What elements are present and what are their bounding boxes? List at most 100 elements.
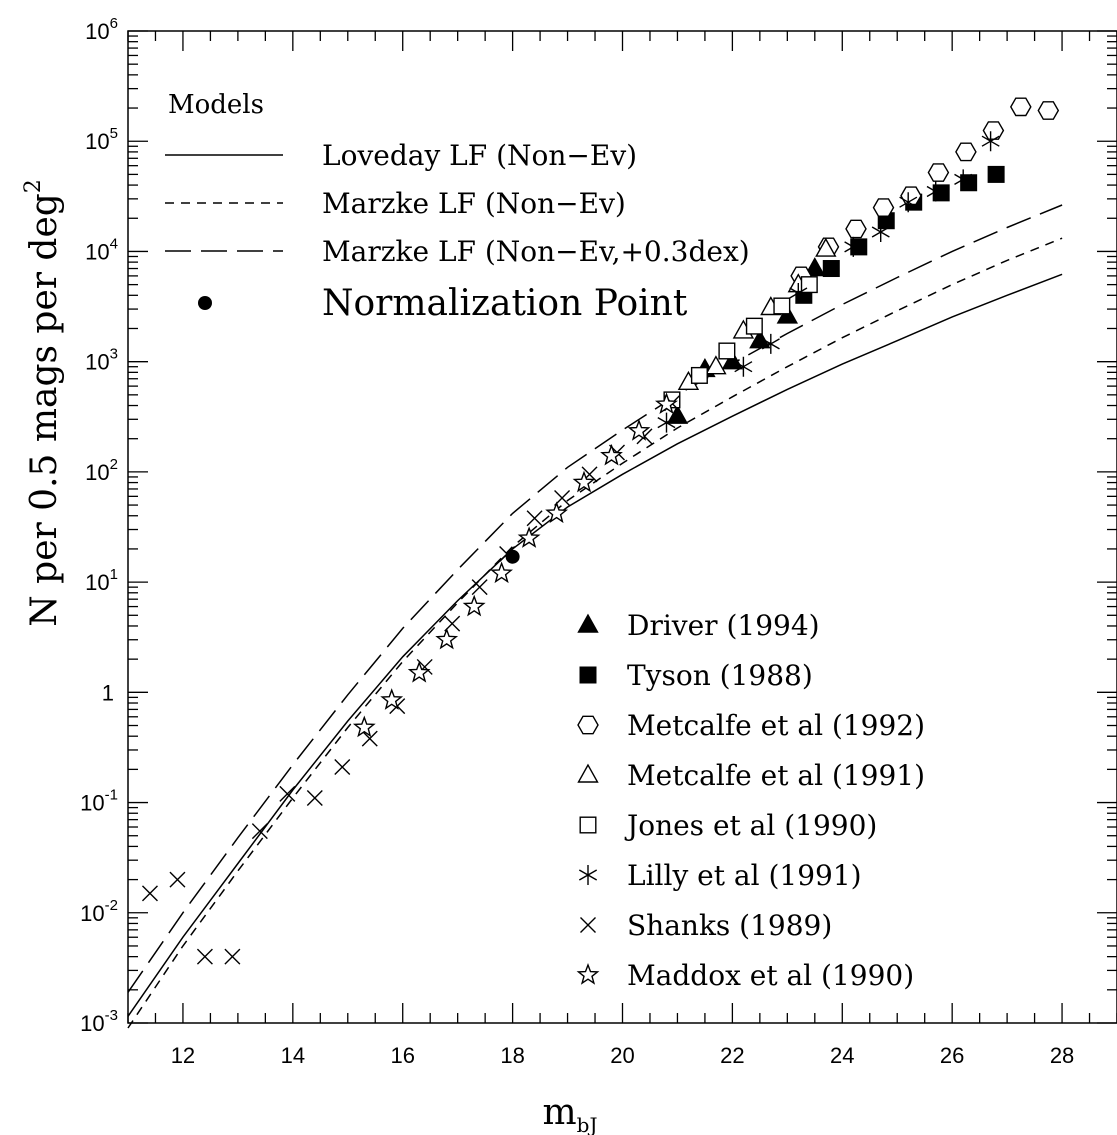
x-tick-label: 28 xyxy=(1050,1043,1074,1068)
y-tick-base: 10 xyxy=(85,570,109,595)
point-lilly-et-al-1991 xyxy=(981,131,1000,152)
model-curve-1 xyxy=(127,273,1063,1017)
x-axis-label-main: m xyxy=(543,1092,577,1133)
data-legend-marker xyxy=(577,613,599,633)
y-tick-exp: 1 xyxy=(110,566,118,583)
data-legend-label: Shanks (1989) xyxy=(627,909,832,942)
point-shanks-1989 xyxy=(361,730,378,747)
y-tick-label: 10-1 xyxy=(80,787,118,816)
models-legend-title: Models xyxy=(168,90,264,120)
point-jones-et-al-1990 xyxy=(718,342,736,360)
models-legend-label: Marzke LF (Non−Ev,+0.3dex) xyxy=(322,235,750,268)
point-driver-1994 xyxy=(721,350,744,370)
y-tick-base: 10 xyxy=(85,350,109,375)
data-legend-marker xyxy=(578,865,598,885)
y-axis-label-main: N per 0.5 mags per deg xyxy=(24,193,65,627)
y-tick-label: 104 xyxy=(85,235,118,264)
point-maddox-et-al-1990 xyxy=(572,470,596,493)
y-tick-base: 10 xyxy=(85,460,109,485)
point-maddox-et-al-1990 xyxy=(517,526,541,548)
data-legend-label: Metcalfe et al (1991) xyxy=(627,759,925,792)
point-metcalfe-et-al-1992 xyxy=(927,163,950,182)
y-tick-label: 1 xyxy=(102,680,114,705)
point-maddox-et-al-1990 xyxy=(407,660,431,683)
point-metcalfe-et-al-1992 xyxy=(872,198,895,217)
x-tick-label: 26 xyxy=(940,1043,964,1068)
axis-ticks xyxy=(127,30,1117,1024)
y-tick-base: 10 xyxy=(85,239,109,264)
model-curve-2 xyxy=(127,237,1063,1029)
model-curves xyxy=(127,204,1063,1029)
point-shanks-1989 xyxy=(444,615,461,632)
point-shanks-1989 xyxy=(196,948,213,965)
point-jones-et-al-1990 xyxy=(773,297,791,315)
models-legend: Models Loveday LF (Non−Ev) Marzke LF (Non−… xyxy=(165,90,750,324)
y-tick-base: 10 xyxy=(85,19,109,44)
y-tick-base: 10 xyxy=(85,129,109,154)
y-tick-label: 105 xyxy=(85,125,118,154)
y-tick-exp: 5 xyxy=(110,125,118,142)
point-metcalfe-et-al-1991 xyxy=(705,355,727,375)
data-legend-label: Maddox et al (1990) xyxy=(627,959,914,992)
point-jones-et-al-1990 xyxy=(690,366,708,384)
point-shanks-1989 xyxy=(279,785,296,802)
data-legend-label: Jones et al (1990) xyxy=(624,809,877,842)
data-legend-marker xyxy=(579,816,597,834)
point-maddox-et-al-1990 xyxy=(627,419,651,441)
y-axis-label-sup: 2 xyxy=(21,179,46,193)
y-tick-base: 1 xyxy=(102,680,114,705)
y-tick-exp: 4 xyxy=(110,235,118,252)
x-tick-labels: 12 14 16 18 20 22 24 26 28 xyxy=(171,1043,1075,1068)
y-tick-label: 106 xyxy=(85,15,118,44)
point-tyson-1988 xyxy=(987,165,1005,183)
point-lilly-et-al-1991 xyxy=(734,356,753,377)
point-metcalfe-et-al-1992 xyxy=(982,121,1005,140)
y-tick-base: 10 xyxy=(80,1011,104,1036)
x-tick-label: 20 xyxy=(610,1043,634,1068)
y-tick-base: 10 xyxy=(80,901,104,926)
point-lilly-et-al-1991 xyxy=(844,236,863,257)
point-metcalfe-et-al-1992 xyxy=(955,142,977,162)
point-maddox-et-al-1990 xyxy=(654,392,678,415)
normalization-point xyxy=(505,549,520,564)
data-legend-label: Tyson (1988) xyxy=(627,659,813,692)
models-legend-label: Loveday LF (Non−Ev) xyxy=(322,139,637,172)
data-legend-marker xyxy=(577,715,599,735)
point-lilly-et-al-1991 xyxy=(899,192,918,213)
point-shanks-1989 xyxy=(306,789,323,806)
point-driver-1994 xyxy=(749,329,771,349)
point-lilly-et-al-1991 xyxy=(954,169,973,190)
data-legend-marker xyxy=(580,917,596,933)
point-metcalfe-et-al-1992 xyxy=(1009,97,1032,117)
point-shanks-1989 xyxy=(526,510,543,527)
y-tick-exp: -2 xyxy=(105,897,118,914)
point-shanks-1989 xyxy=(251,823,268,840)
point-driver-1994 xyxy=(804,257,826,277)
y-tick-label: 102 xyxy=(85,456,118,485)
x-tick-label: 18 xyxy=(500,1043,524,1068)
point-maddox-et-al-1990 xyxy=(435,627,459,650)
point-metcalfe-et-al-1992 xyxy=(845,219,867,239)
x-axis-label: mbJ xyxy=(543,1092,598,1135)
point-maddox-et-al-1990 xyxy=(462,594,486,617)
model-curve-3 xyxy=(127,204,1063,993)
point-metcalfe-et-al-1992 xyxy=(900,186,922,206)
point-shanks-1989 xyxy=(224,948,241,965)
x-tick-label: 16 xyxy=(390,1043,414,1068)
x-tick-label: 14 xyxy=(281,1043,305,1068)
point-shanks-1989 xyxy=(334,759,351,776)
point-lilly-et-al-1991 xyxy=(926,181,945,202)
point-lilly-et-al-1991 xyxy=(761,333,780,354)
y-tick-label: 10-2 xyxy=(80,897,118,926)
y-axis-label: N per 0.5 mags per deg2 xyxy=(21,179,65,627)
data-legend-label: Driver (1994) xyxy=(627,609,820,642)
point-tyson-1988 xyxy=(850,238,868,256)
point-maddox-et-al-1990 xyxy=(545,501,568,524)
data-legend: Driver (1994) Tyson (1988) Metcalfe et al … xyxy=(576,609,925,992)
normalization-legend-label: Normalization Point xyxy=(322,283,688,324)
y-tick-label: 103 xyxy=(85,346,118,375)
point-lilly-et-al-1991 xyxy=(657,412,676,433)
data-legend-marker xyxy=(576,963,600,985)
